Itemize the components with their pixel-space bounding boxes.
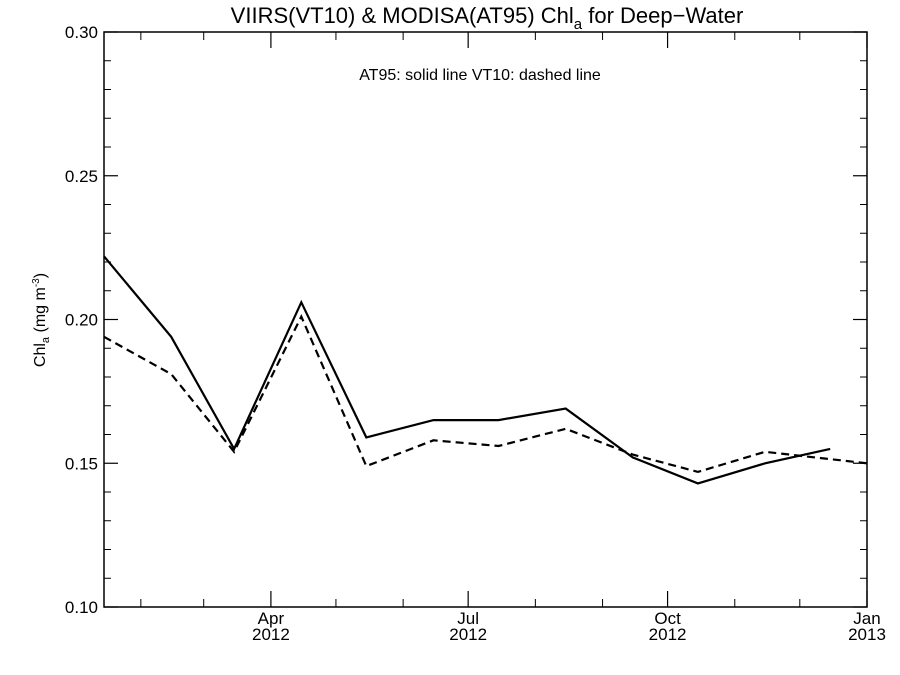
title-subscript: a xyxy=(574,16,583,33)
title-suffix: for Deep−Water xyxy=(582,3,743,28)
series-annotation: AT95: solid line VT10: dashed line xyxy=(359,67,601,84)
x-tick-month-label: Oct xyxy=(654,609,681,628)
ylabel-suffix: ) xyxy=(32,273,49,278)
ylabel-superscript: -3 xyxy=(31,278,42,287)
series-layer xyxy=(103,255,868,485)
x-tick-month-label: Jul xyxy=(457,609,479,628)
plot-frame xyxy=(103,31,868,608)
y-tick-label: 0.10 xyxy=(65,598,98,617)
title-text: VIIRS(VT10) & MODISA(AT95) Chl xyxy=(231,3,574,28)
ylabel-subscript: a xyxy=(40,336,52,343)
y-tick-label: 0.30 xyxy=(65,23,98,42)
x-tick-month-label: Apr xyxy=(258,609,285,628)
chart-title: VIIRS(VT10) & MODISA(AT95) Chla for Deep… xyxy=(231,3,744,33)
y-axis: 0.10 0.15 0.20 0.25 0.30 xyxy=(65,23,867,617)
x-tick-year-label: 2013 xyxy=(848,625,886,644)
series-line-vt10 xyxy=(103,313,868,474)
series-line-at95 xyxy=(103,255,831,485)
y-axis-label: Chla (mg m-3) xyxy=(31,273,52,367)
y-tick-label: 0.15 xyxy=(65,454,98,473)
y-tick-label: 0.25 xyxy=(65,167,98,186)
x-tick-month-label: Jan xyxy=(853,609,880,628)
x-tick-year-label: 2012 xyxy=(449,625,487,644)
y-tick-label: 0.20 xyxy=(65,311,98,330)
x-tick-year-label: 2012 xyxy=(649,625,687,644)
ylabel-text: Chl xyxy=(32,343,49,367)
x-tick-year-label: 2012 xyxy=(252,625,290,644)
ylabel-middle: (mg m xyxy=(32,287,49,337)
